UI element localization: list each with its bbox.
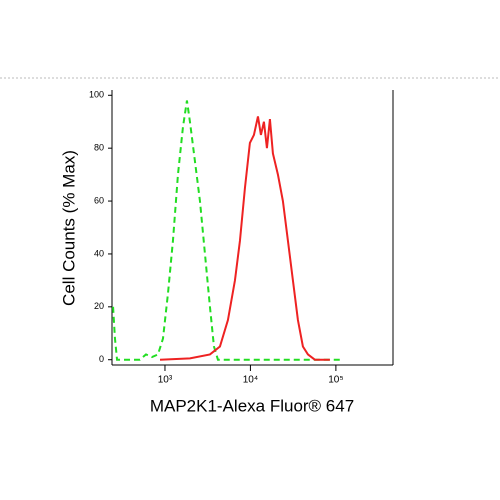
x-tick-label: 10³ — [158, 375, 173, 386]
y-tick-label: 80 — [94, 143, 104, 153]
y-tick-label: 60 — [94, 195, 104, 205]
y-tick-label: 20 — [94, 301, 104, 311]
y-axis-label: Cell Counts (% Max) — [59, 150, 78, 306]
y-tick-label: 40 — [94, 248, 104, 258]
x-axis-label: MAP2K1-Alexa Fluor® 647 — [150, 396, 354, 415]
series-line — [112, 100, 340, 361]
y-tick-label: 0 — [99, 354, 104, 364]
series-line — [159, 116, 330, 361]
y-tick-label: 100 — [89, 90, 104, 100]
x-tick-label: 10⁴ — [243, 375, 258, 386]
x-tick-label: 10⁵ — [328, 375, 343, 386]
